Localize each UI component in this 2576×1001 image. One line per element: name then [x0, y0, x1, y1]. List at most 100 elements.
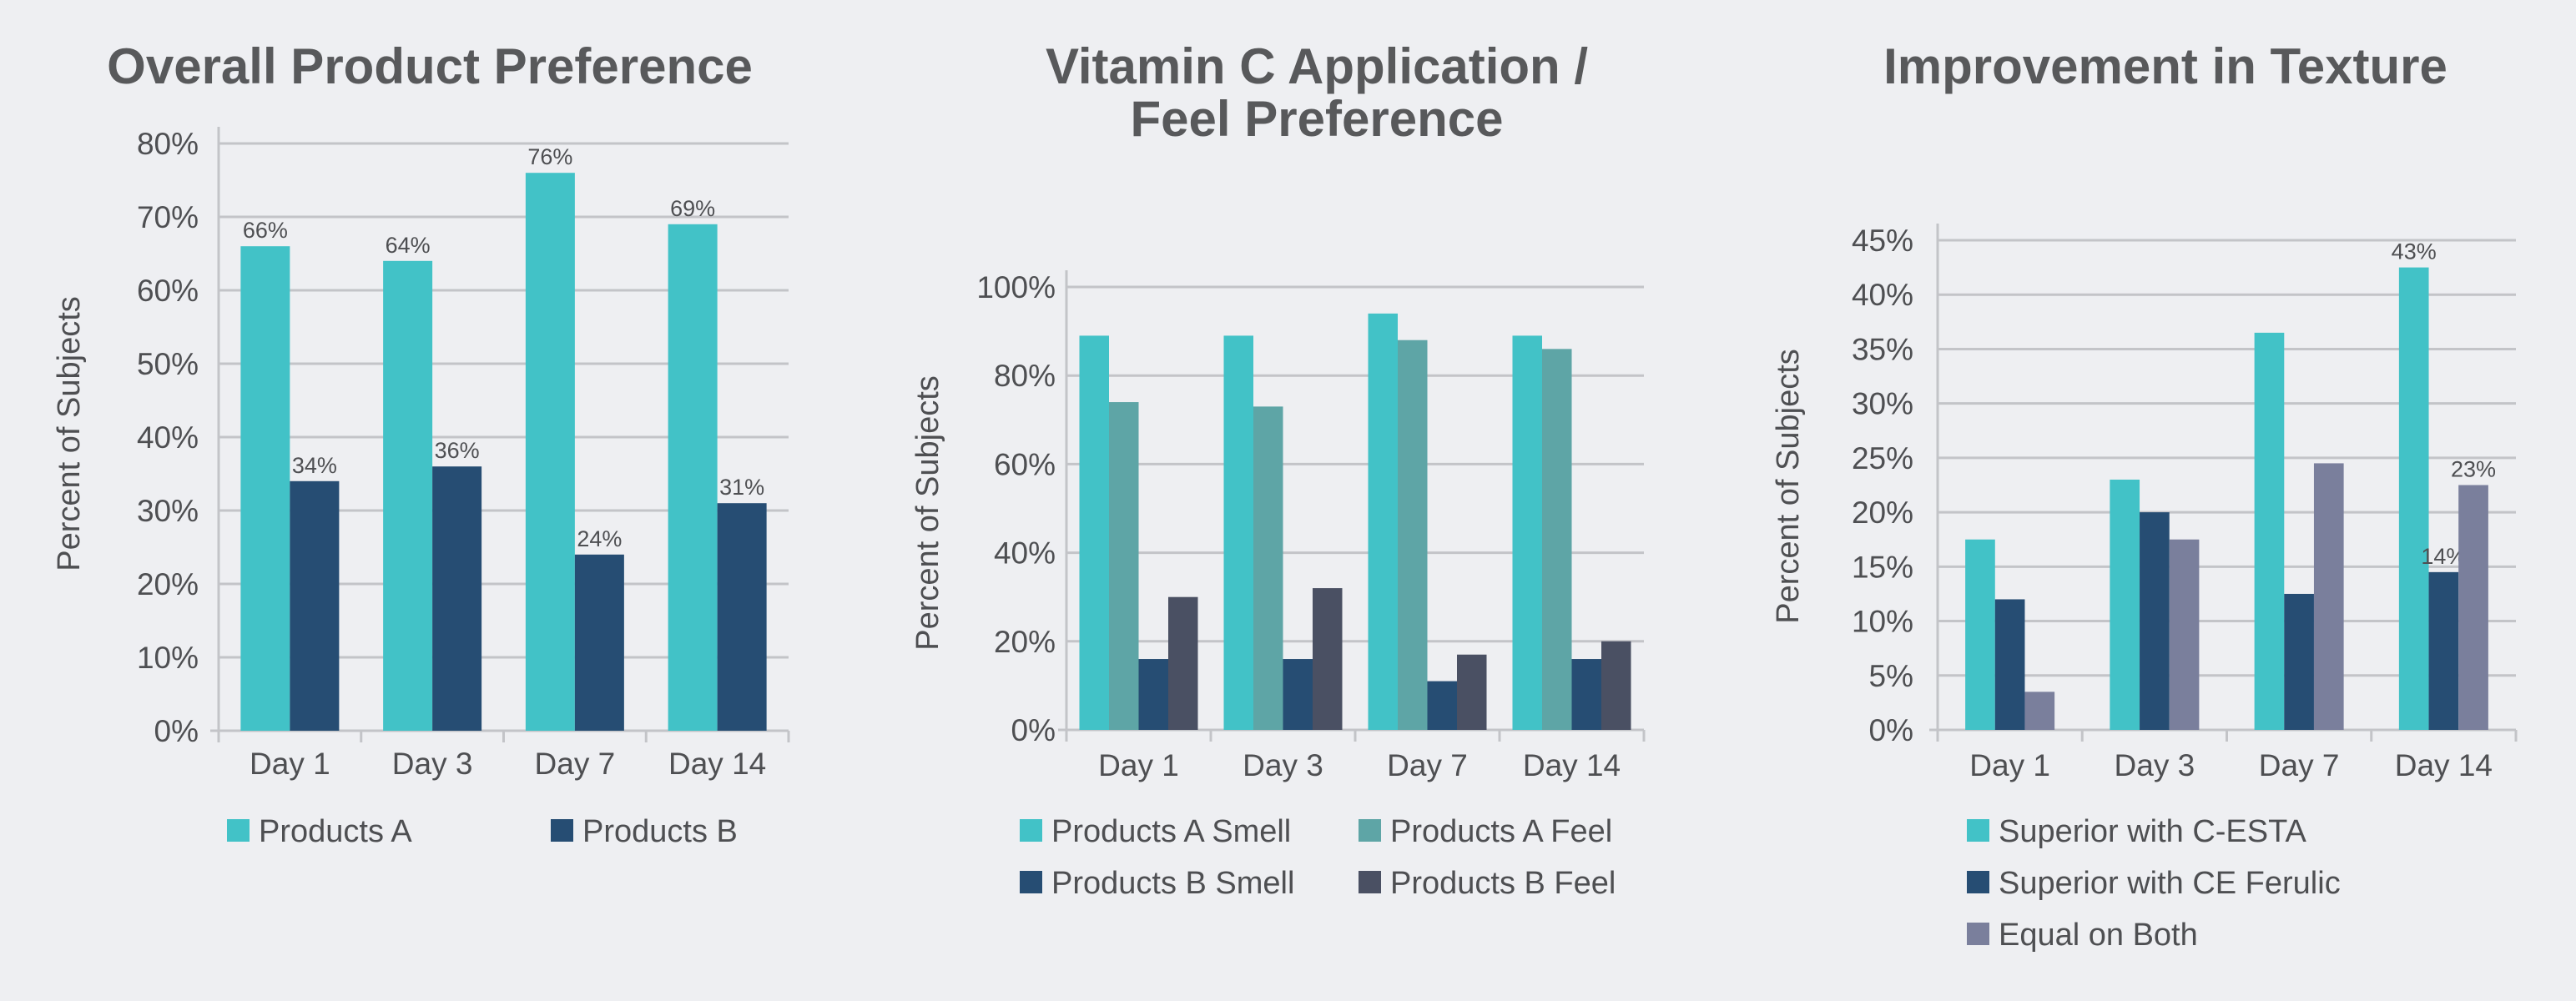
- legend-label: Products B Smell: [1051, 866, 1294, 901]
- bar: [1168, 596, 1198, 730]
- bar: [290, 480, 340, 731]
- bar: [1571, 659, 1601, 730]
- y-tick-label: 30%: [137, 494, 199, 528]
- chart-panel-1: Vitamin C Application /Feel Preference 0%…: [910, 38, 1646, 901]
- bar: [2140, 512, 2170, 730]
- x-tick-label: Day 7: [2259, 748, 2340, 782]
- y-axis-label: Percent of Subjects: [1771, 349, 1806, 624]
- bar: [240, 246, 290, 731]
- bar: [432, 466, 482, 731]
- y-tick-label: 30%: [1852, 387, 1913, 421]
- x-tick-label: Day 14: [2395, 748, 2493, 782]
- x-tick-label: Day 1: [1969, 748, 2050, 782]
- bar: [1313, 588, 1343, 730]
- x-tick-label: Day 3: [1243, 748, 1323, 782]
- x-tick-label: Day 1: [250, 747, 330, 781]
- bar: [2024, 692, 2055, 730]
- bar: [1601, 641, 1631, 730]
- data-label: 43%: [2392, 239, 2437, 264]
- y-tick-label: 35%: [1852, 332, 1913, 366]
- y-tick-label: 10%: [137, 641, 199, 675]
- x-tick-label: Day 7: [1387, 748, 1468, 782]
- legend-swatch: [1359, 819, 1381, 842]
- bar: [2428, 571, 2459, 730]
- y-axis-label: Percent of Subjects: [52, 296, 87, 571]
- x-tick-label: Day 14: [668, 747, 766, 781]
- chart-title: Feel Preference: [1131, 91, 1504, 147]
- bar: [1542, 349, 1572, 730]
- y-axis-label: Percent of Subjects: [910, 375, 945, 651]
- legend-swatch: [1359, 871, 1381, 893]
- bar: [2398, 267, 2429, 731]
- bar: [2110, 479, 2140, 730]
- y-tick-label: 20%: [1852, 495, 1913, 530]
- y-tick-label: 40%: [1852, 278, 1913, 312]
- chart-panel-0: Overall Product Preference 0% 10% 20% 30% 40%…: [52, 38, 790, 849]
- data-label: 66%: [243, 218, 288, 243]
- bar: [1427, 681, 1457, 730]
- bar: [1457, 654, 1487, 730]
- bar: [525, 173, 575, 731]
- bar: [1253, 406, 1283, 730]
- legend-label: Products A Feel: [1390, 814, 1612, 849]
- legend-swatch: [1967, 819, 1989, 842]
- bar: [2313, 463, 2344, 730]
- chart-panel-2: Improvement in Texture 0% 5% 10% 15% 20% 25% 30…: [1771, 38, 2518, 953]
- bar: [1994, 599, 2025, 730]
- y-tick-label: 20%: [137, 567, 199, 601]
- bar: [1109, 402, 1139, 730]
- bar: [717, 503, 767, 731]
- bar: [574, 554, 624, 731]
- y-tick-label: 60%: [137, 274, 199, 308]
- bar: [1138, 659, 1168, 730]
- bar: [1223, 335, 1253, 730]
- y-tick-label: 40%: [137, 420, 199, 455]
- x-tick-label: Day 3: [2115, 748, 2195, 782]
- legend-label: Products B: [582, 814, 738, 849]
- legend-label: Equal on Both: [1999, 918, 2198, 953]
- bar: [668, 224, 718, 731]
- legend-swatch: [551, 819, 573, 842]
- y-tick-label: 60%: [994, 447, 1056, 481]
- bar: [1283, 659, 1313, 730]
- legend-swatch: [1967, 923, 1989, 945]
- legend-label: Products B Feel: [1390, 866, 1616, 901]
- y-tick-label: 25%: [1852, 441, 1913, 475]
- legend-swatch: [1020, 871, 1042, 893]
- chart-title: Overall Product Preference: [107, 38, 753, 94]
- bar: [2254, 332, 2285, 730]
- x-tick-label: Day 14: [1523, 748, 1621, 782]
- data-label: 23%: [2451, 457, 2496, 482]
- bar: [1079, 335, 1109, 730]
- y-tick-label: 0%: [1869, 713, 1913, 747]
- y-tick-label: 45%: [1852, 224, 1913, 258]
- x-tick-label: Day 1: [1098, 748, 1179, 782]
- bar: [2458, 485, 2488, 730]
- y-tick-label: 20%: [994, 625, 1056, 659]
- chart-title: Vitamin C Application /: [1046, 38, 1588, 94]
- data-label: 31%: [719, 475, 764, 500]
- y-tick-label: 0%: [154, 714, 199, 748]
- bar: [2284, 593, 2314, 730]
- y-tick-label: 15%: [1852, 550, 1913, 584]
- bar: [1512, 335, 1542, 730]
- bar: [383, 260, 433, 731]
- x-tick-label: Day 7: [535, 747, 616, 781]
- data-label: 76%: [527, 144, 572, 169]
- y-tick-label: 70%: [137, 200, 199, 234]
- data-label: 34%: [292, 453, 337, 478]
- y-tick-label: 40%: [994, 536, 1056, 571]
- y-tick-label: 80%: [994, 359, 1056, 393]
- y-tick-label: 10%: [1852, 605, 1913, 639]
- y-tick-label: 50%: [137, 347, 199, 381]
- bar: [1398, 340, 1428, 730]
- legend-swatch: [227, 819, 250, 842]
- data-label: 36%: [435, 438, 480, 463]
- data-label: 69%: [670, 196, 715, 221]
- data-label: 64%: [386, 233, 431, 258]
- legend-label: Superior with C-ESTA: [1999, 814, 2307, 849]
- x-tick-label: Day 3: [392, 747, 473, 781]
- bar: [1965, 539, 1995, 730]
- bar: [1368, 313, 1398, 730]
